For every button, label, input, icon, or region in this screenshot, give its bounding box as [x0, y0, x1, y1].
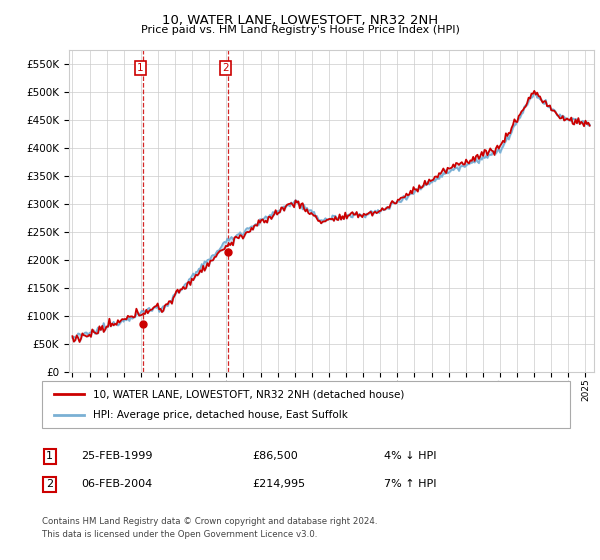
Text: 10, WATER LANE, LOWESTOFT, NR32 2NH: 10, WATER LANE, LOWESTOFT, NR32 2NH — [162, 14, 438, 27]
Text: 7% ↑ HPI: 7% ↑ HPI — [384, 479, 437, 489]
Text: 1: 1 — [46, 451, 53, 461]
Text: This data is licensed under the Open Government Licence v3.0.: This data is licensed under the Open Gov… — [42, 530, 317, 539]
Text: 10, WATER LANE, LOWESTOFT, NR32 2NH (detached house): 10, WATER LANE, LOWESTOFT, NR32 2NH (det… — [93, 389, 404, 399]
Text: 25-FEB-1999: 25-FEB-1999 — [81, 451, 152, 461]
Text: £86,500: £86,500 — [252, 451, 298, 461]
Text: 4% ↓ HPI: 4% ↓ HPI — [384, 451, 437, 461]
Text: HPI: Average price, detached house, East Suffolk: HPI: Average price, detached house, East… — [93, 410, 348, 420]
Text: Price paid vs. HM Land Registry's House Price Index (HPI): Price paid vs. HM Land Registry's House … — [140, 25, 460, 35]
Text: 1: 1 — [137, 63, 143, 73]
Text: 2: 2 — [46, 479, 53, 489]
Text: £214,995: £214,995 — [252, 479, 305, 489]
Text: 06-FEB-2004: 06-FEB-2004 — [81, 479, 152, 489]
Text: Contains HM Land Registry data © Crown copyright and database right 2024.: Contains HM Land Registry data © Crown c… — [42, 517, 377, 526]
Text: 2: 2 — [222, 63, 229, 73]
